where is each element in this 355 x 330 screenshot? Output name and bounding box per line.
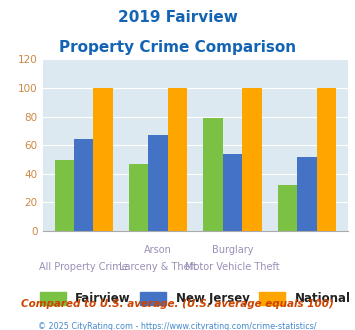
- Bar: [129, 164, 148, 231]
- Bar: [317, 88, 336, 231]
- Bar: [223, 154, 242, 231]
- Legend: Fairview, New Jersey, National: Fairview, New Jersey, National: [40, 292, 351, 305]
- Bar: [55, 159, 74, 231]
- Text: 2019 Fairview: 2019 Fairview: [118, 10, 237, 25]
- Text: Larceny & Theft: Larceny & Theft: [119, 262, 197, 272]
- Bar: [74, 140, 93, 231]
- Bar: [148, 135, 168, 231]
- Bar: [278, 185, 297, 231]
- Bar: [203, 118, 223, 231]
- Bar: [93, 88, 113, 231]
- Text: All Property Crime: All Property Crime: [39, 262, 128, 272]
- Bar: [168, 88, 187, 231]
- Text: Burglary: Burglary: [212, 245, 253, 255]
- Bar: [297, 157, 317, 231]
- Text: Motor Vehicle Theft: Motor Vehicle Theft: [185, 262, 280, 272]
- Bar: [242, 88, 262, 231]
- Text: Compared to U.S. average. (U.S. average equals 100): Compared to U.S. average. (U.S. average …: [21, 299, 334, 309]
- Text: Arson: Arson: [144, 245, 172, 255]
- Text: Property Crime Comparison: Property Crime Comparison: [59, 40, 296, 54]
- Text: © 2025 CityRating.com - https://www.cityrating.com/crime-statistics/: © 2025 CityRating.com - https://www.city…: [38, 322, 317, 330]
